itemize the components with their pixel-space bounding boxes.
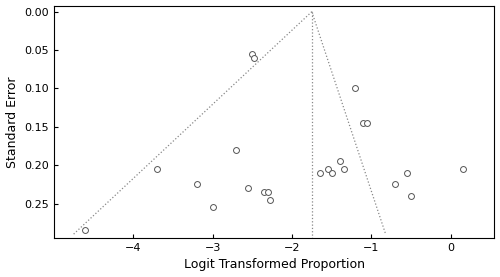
Point	[458, 167, 466, 171]
Point	[248, 52, 256, 56]
Point	[364, 121, 372, 125]
Point	[316, 171, 324, 175]
Point	[391, 182, 399, 186]
Point	[264, 190, 272, 194]
Point	[82, 228, 90, 233]
X-axis label: Logit Transformed Proportion: Logit Transformed Proportion	[184, 258, 364, 271]
Point	[192, 182, 200, 186]
Point	[352, 86, 360, 91]
Point	[153, 167, 161, 171]
Point	[340, 167, 347, 171]
Point	[250, 55, 258, 60]
Point	[324, 167, 332, 171]
Point	[403, 171, 411, 175]
Point	[407, 194, 415, 198]
Point	[208, 205, 216, 210]
Point	[328, 171, 336, 175]
Point	[266, 198, 274, 202]
Point	[260, 190, 268, 194]
Point	[232, 148, 240, 152]
Point	[244, 186, 252, 190]
Point	[336, 159, 344, 163]
Point	[360, 121, 368, 125]
Y-axis label: Standard Error: Standard Error	[6, 76, 18, 168]
